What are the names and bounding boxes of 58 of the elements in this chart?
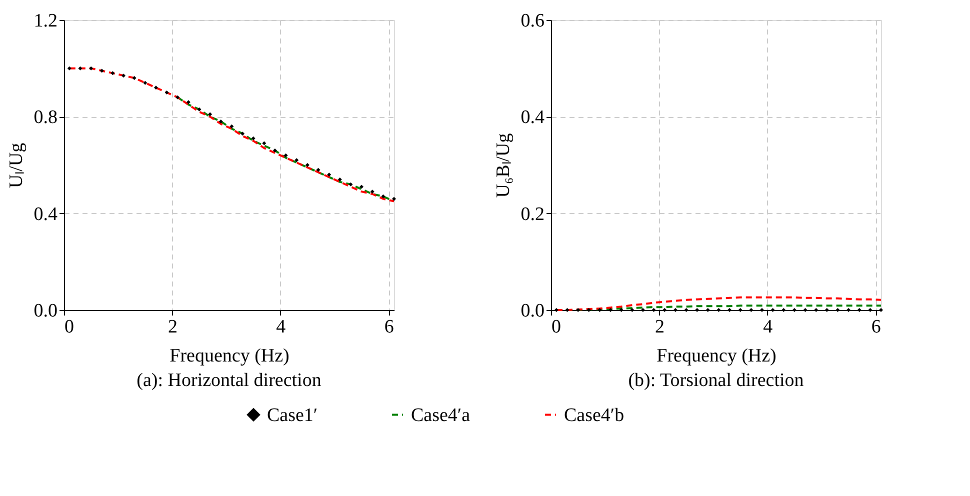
point	[381, 194, 386, 198]
y-tick-label: 0.6	[520, 10, 544, 32]
point	[370, 190, 374, 194]
y-tick-label: 0.0	[520, 300, 544, 322]
y-axis-title: U₆Bₗ/Ug	[492, 132, 514, 198]
point	[251, 136, 256, 140]
text: (b): Torsional direction	[628, 370, 804, 391]
y-tick-label: 0.8	[34, 107, 58, 128]
point	[197, 107, 202, 112]
legend-label: Case1′	[267, 404, 318, 426]
x-tick-label: 2	[168, 316, 178, 338]
point	[294, 158, 299, 162]
point	[272, 148, 277, 152]
y-tick-label: 1.2	[34, 10, 58, 32]
point	[305, 163, 310, 167]
point	[67, 66, 72, 70]
point	[208, 112, 212, 116]
point	[348, 182, 353, 186]
y-tick-label: 0.4	[520, 107, 545, 128]
point	[360, 184, 364, 189]
point	[316, 168, 320, 172]
x-tick-label: 6	[871, 316, 881, 338]
point	[262, 141, 266, 146]
x-axis-title: Frequency (Hz)	[170, 346, 290, 366]
point	[100, 68, 104, 73]
point	[240, 132, 245, 136]
point	[392, 196, 396, 201]
point	[89, 66, 94, 70]
x-axis-title: Frequency (Hz)	[656, 346, 776, 366]
point	[143, 80, 148, 85]
line-series	[68, 67, 395, 202]
point	[176, 95, 180, 100]
point	[122, 74, 126, 78]
point	[110, 71, 115, 76]
line-series	[555, 296, 882, 311]
text: (a): Horizontal direction	[136, 370, 322, 391]
x-tick-label: 0	[552, 316, 561, 338]
point	[284, 153, 288, 158]
point	[78, 66, 82, 70]
x-tick-label: 6	[384, 316, 394, 338]
point	[218, 120, 223, 124]
y-tick-label: 0.2	[520, 204, 544, 225]
y-tick-label: 0.0	[34, 300, 58, 322]
legend-label: Case4′b	[564, 404, 624, 426]
x-tick-label: 2	[654, 316, 664, 338]
x-tick-label: 4	[763, 316, 774, 338]
point	[154, 86, 158, 90]
y-tick-label: 0.4	[34, 204, 58, 225]
point	[327, 172, 332, 177]
point	[186, 100, 190, 104]
point	[338, 178, 342, 182]
y-axis-title: Uₗ/Ug	[6, 142, 27, 188]
x-tick-label: 4	[276, 316, 286, 338]
point	[164, 90, 169, 94]
x-tick-label: 0	[64, 316, 74, 338]
point	[230, 124, 234, 128]
legend-label: Case4′a	[411, 404, 471, 426]
point	[132, 76, 136, 80]
